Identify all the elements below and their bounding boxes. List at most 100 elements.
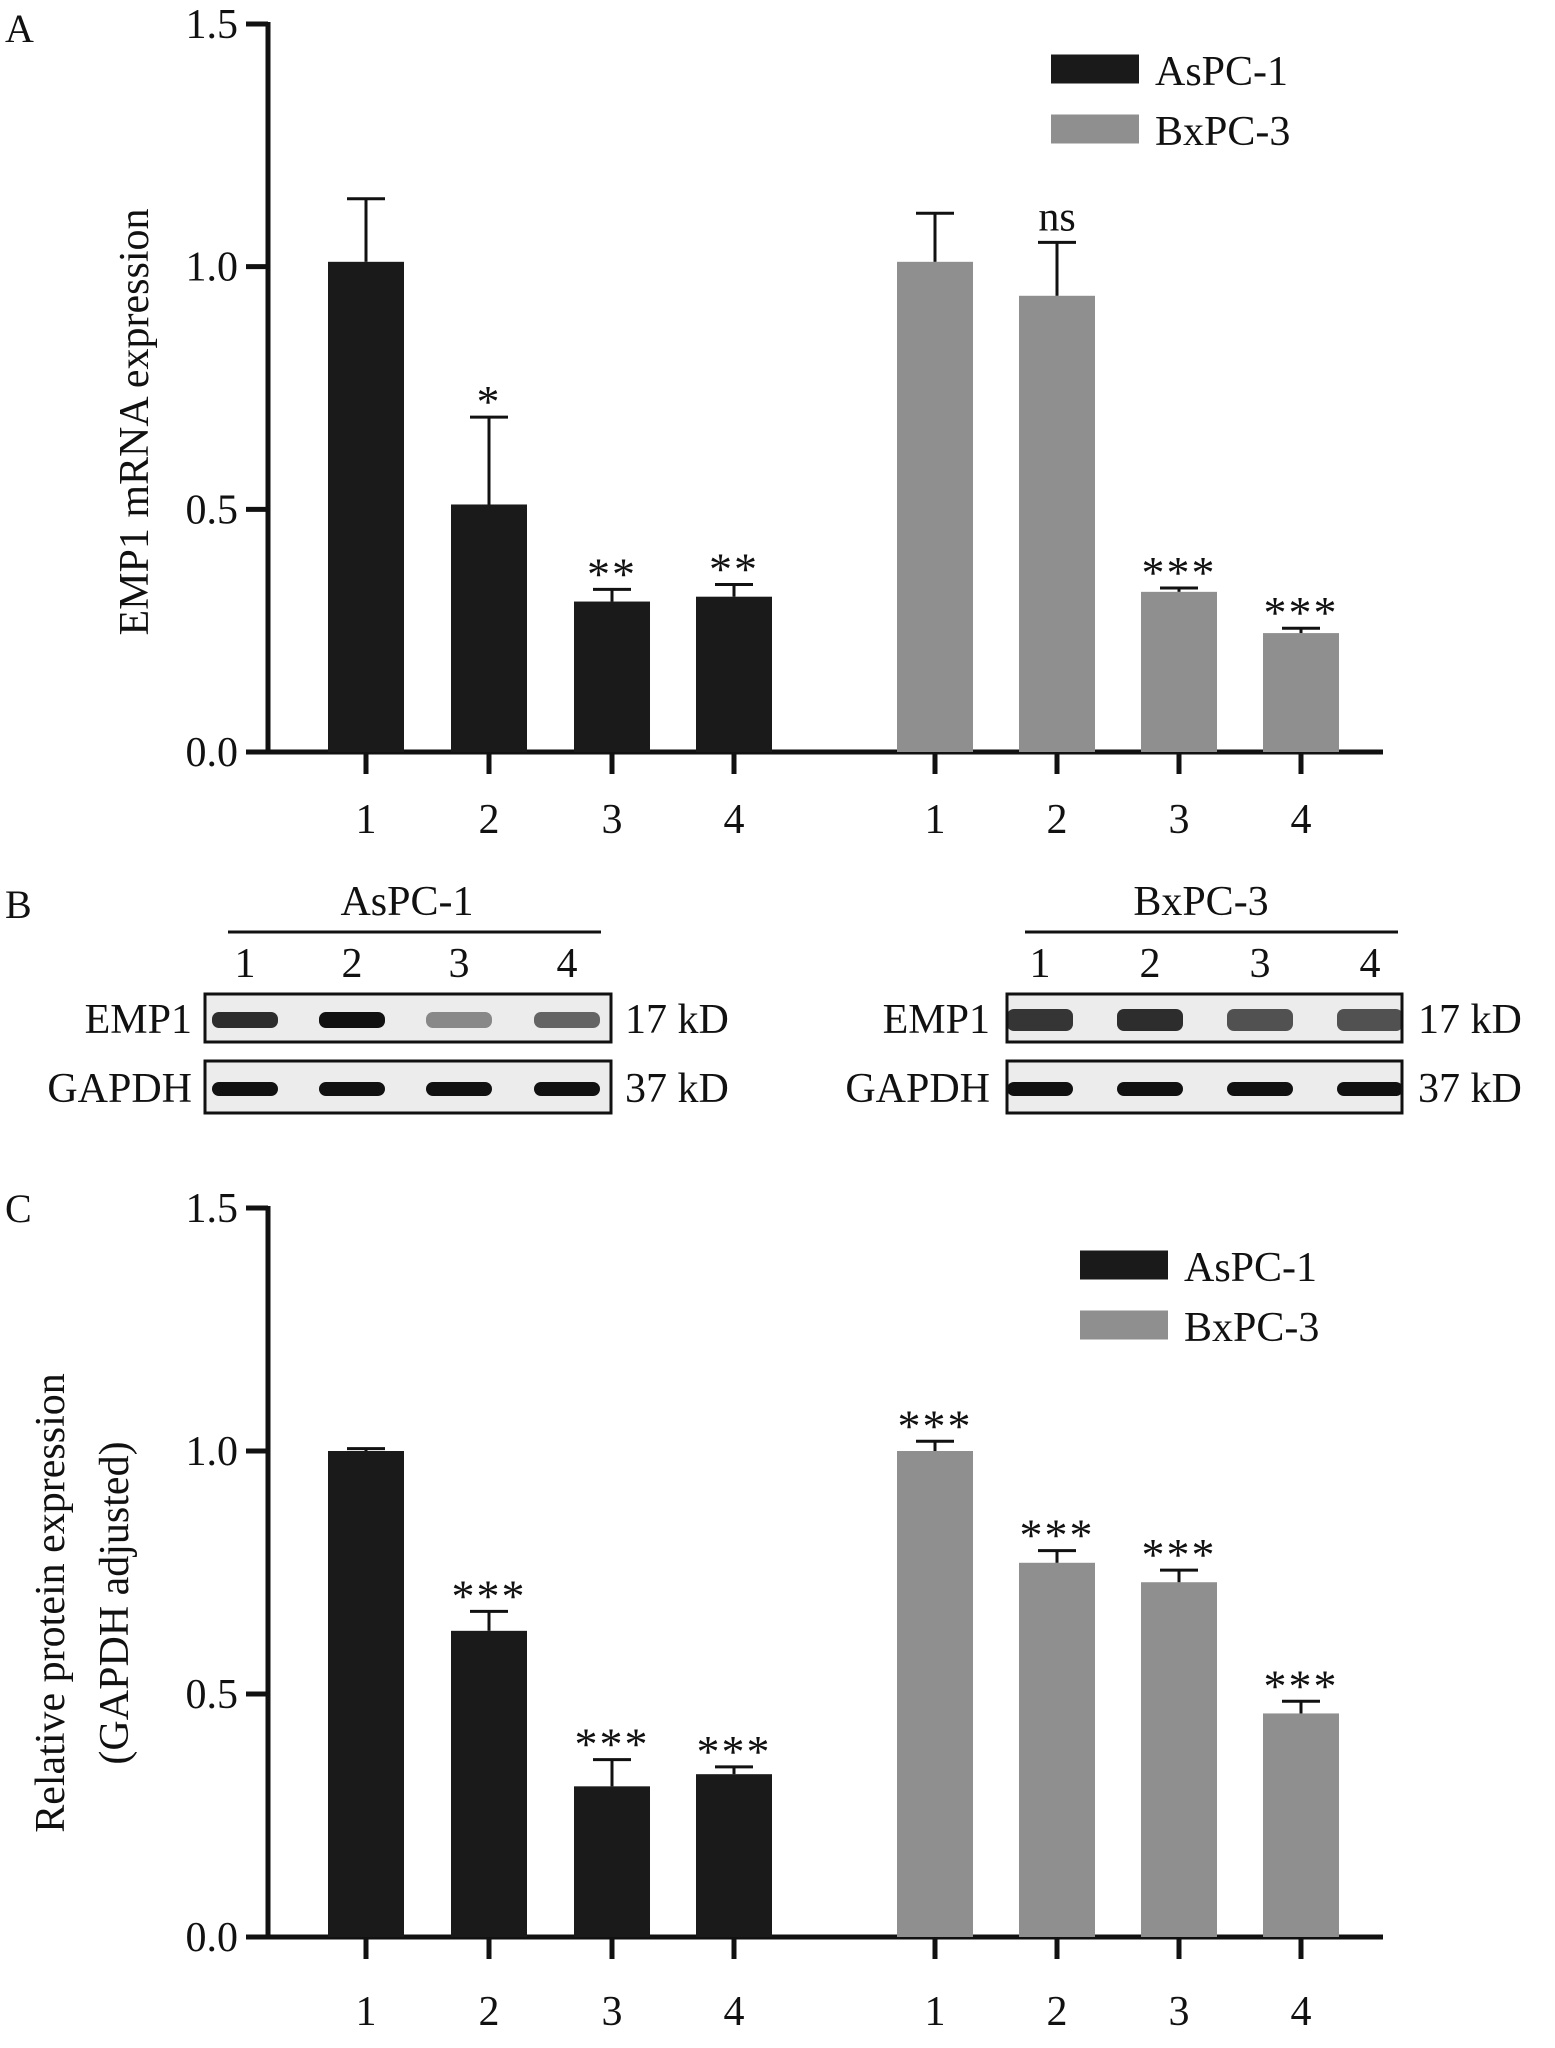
blot-bxpc3-title: BxPC-3 bbox=[1133, 879, 1268, 925]
chart-c-significance-label: *** bbox=[697, 1726, 772, 1777]
chart-a-significance-label: ** bbox=[709, 544, 759, 595]
chart-a-significance-label: * bbox=[477, 376, 502, 427]
chart-c-x-tick-label: 4 bbox=[1291, 1989, 1312, 2035]
blot-bxpc3-band bbox=[1117, 1009, 1183, 1031]
chart-a-significance-label: *** bbox=[1264, 587, 1339, 638]
chart-a-bar bbox=[328, 261, 404, 752]
chart-a-legend-label: BxPC-3 bbox=[1155, 109, 1290, 155]
chart-c-x-tick-label: 3 bbox=[1169, 1989, 1190, 2035]
blot-bxpc3-band bbox=[1007, 1009, 1073, 1031]
chart-c-x-tick-label: 3 bbox=[602, 1989, 623, 2035]
chart-c-significance-label: *** bbox=[452, 1570, 527, 1621]
chart-a-significance-label: *** bbox=[1142, 547, 1217, 598]
chart-a-x-tick-label: 2 bbox=[479, 797, 500, 843]
chart-a-y-tick-label: 0.0 bbox=[186, 730, 239, 776]
chart-a-bar bbox=[1141, 591, 1217, 752]
chart-a-x-tick-label: 4 bbox=[724, 797, 745, 843]
chart-c-legend-label: AsPC-1 bbox=[1184, 1245, 1317, 1291]
blot-aspc1-lane-label: 2 bbox=[342, 941, 363, 987]
chart-a-x-tick-label: 3 bbox=[1169, 797, 1190, 843]
chart-c-significance-label: *** bbox=[575, 1719, 650, 1770]
blot-bxpc3-lane-label: 3 bbox=[1250, 941, 1271, 987]
chart-a-x-tick-label: 3 bbox=[602, 797, 623, 843]
chart-c-significance-label: *** bbox=[898, 1400, 973, 1451]
chart-a-ylabel: EMP1 mRNA expression bbox=[112, 208, 158, 635]
chart-c-y-tick-label: 0.5 bbox=[186, 1672, 239, 1718]
chart-c-x-tick-label: 1 bbox=[925, 1989, 946, 2035]
blot-aspc1-band bbox=[534, 1082, 600, 1096]
chart-a-bar bbox=[1263, 633, 1339, 752]
blot-aspc1-title: AsPC-1 bbox=[340, 879, 473, 925]
blot-bxpc3-lane-label: 1 bbox=[1030, 941, 1051, 987]
chart-a-x-tick-label: 1 bbox=[925, 797, 946, 843]
chart-c-legend-swatch bbox=[1080, 1250, 1168, 1280]
blot-bxpc3-band bbox=[1337, 1082, 1403, 1096]
blot-aspc1-lane-label: 3 bbox=[449, 941, 470, 987]
chart-a-bar bbox=[574, 601, 650, 752]
chart-a-bar bbox=[451, 504, 527, 752]
blot-aspc1-band bbox=[426, 1082, 492, 1096]
blot-bxpc3-band bbox=[1227, 1082, 1293, 1096]
chart-a-x-tick-label: 2 bbox=[1047, 797, 1068, 843]
chart-c-significance-label: *** bbox=[1264, 1660, 1339, 1711]
panel-label-a: A bbox=[5, 6, 34, 51]
chart-c-x-tick-label: 4 bbox=[724, 1989, 745, 2035]
blot-aspc1-lane-label: 4 bbox=[557, 941, 578, 987]
chart-c-x-tick-label: 2 bbox=[479, 1989, 500, 2035]
chart-a-x-tick-label: 1 bbox=[356, 797, 377, 843]
chart-c-y-tick-label: 1.5 bbox=[186, 1186, 239, 1232]
chart-c-legend-swatch bbox=[1080, 1310, 1168, 1340]
blot-bxpc3-row-size: 37 kD bbox=[1418, 1066, 1522, 1112]
chart-c-ylabel: Relative protein expression bbox=[28, 1373, 74, 1833]
chart-a-bar bbox=[897, 261, 973, 752]
blot-aspc1-row-label: GAPDH bbox=[47, 1066, 192, 1112]
chart-a-y-tick-label: 1.5 bbox=[186, 2, 239, 48]
panel-label-c: C bbox=[5, 1186, 32, 1231]
blot-bxpc3-band bbox=[1337, 1009, 1403, 1031]
chart-a-legend-swatch bbox=[1051, 114, 1139, 144]
chart-c-bar bbox=[328, 1451, 404, 1937]
chart-c-ylabel-2: (GAPDH adjusted) bbox=[92, 1441, 138, 1764]
blot-aspc1-row-size: 37 kD bbox=[625, 1066, 729, 1112]
chart-a-bar bbox=[1019, 295, 1095, 752]
chart-c-bar bbox=[574, 1786, 650, 1937]
chart-c-bar bbox=[1019, 1562, 1095, 1937]
blot-aspc1-lane-label: 1 bbox=[235, 941, 256, 987]
chart-c-x-tick-label: 1 bbox=[356, 1989, 377, 2035]
chart-c-bar bbox=[1263, 1713, 1339, 1937]
chart-c-bar bbox=[696, 1774, 772, 1937]
blot-bxpc3-band bbox=[1007, 1082, 1073, 1096]
chart-a-y-tick-label: 0.5 bbox=[186, 487, 239, 533]
chart-a-y-tick-label: 1.0 bbox=[186, 245, 239, 291]
blot-aspc1-row-label: EMP1 bbox=[85, 997, 192, 1043]
chart-a-significance-label: ns bbox=[1038, 194, 1075, 240]
chart-a-x-tick-label: 4 bbox=[1291, 797, 1312, 843]
chart-c-x-tick-label: 2 bbox=[1047, 1989, 1068, 2035]
blot-aspc1-band bbox=[212, 1082, 278, 1096]
blot-bxpc3-membrane bbox=[1005, 1059, 1404, 1115]
blot-aspc1-band bbox=[426, 1012, 492, 1028]
blot-aspc1-row-size: 17 kD bbox=[625, 997, 729, 1043]
blot-bxpc3-band bbox=[1227, 1009, 1293, 1031]
blot-aspc1-band bbox=[534, 1012, 600, 1028]
chart-a-legend-swatch bbox=[1051, 54, 1139, 84]
chart-c-significance-label: *** bbox=[1142, 1529, 1217, 1580]
chart-c-protein-expression: Relative protein expression (GAPDH adjus… bbox=[28, 1186, 1383, 2035]
chart-c-bar bbox=[897, 1451, 973, 1937]
blot-bxpc3-row-label: EMP1 bbox=[883, 997, 990, 1043]
blot-aspc1-band bbox=[319, 1012, 385, 1028]
blot-bxpc3-row-size: 17 kD bbox=[1418, 997, 1522, 1043]
blot-bxpc3-band bbox=[1117, 1082, 1183, 1096]
blot-bxpc3-lane-label: 4 bbox=[1360, 941, 1381, 987]
chart-c-y-tick-label: 1.0 bbox=[186, 1429, 239, 1475]
chart-c-bar bbox=[1141, 1582, 1217, 1937]
blot-bxpc3-row-label: GAPDH bbox=[845, 1066, 990, 1112]
chart-c-y-tick-label: 0.0 bbox=[186, 1915, 239, 1961]
blot-aspc1-band bbox=[319, 1082, 385, 1096]
blot-bxpc3-lane-label: 2 bbox=[1140, 941, 1161, 987]
chart-a-bar bbox=[696, 596, 772, 752]
chart-c-significance-label: *** bbox=[1020, 1510, 1095, 1561]
chart-c-legend-label: BxPC-3 bbox=[1184, 1305, 1319, 1351]
western-blots: AsPC-1 1 2 3 4 EMP1 17 kD GAPDH 37 kD BxPC-3 1 2 3 4 E… bbox=[47, 879, 1522, 1115]
